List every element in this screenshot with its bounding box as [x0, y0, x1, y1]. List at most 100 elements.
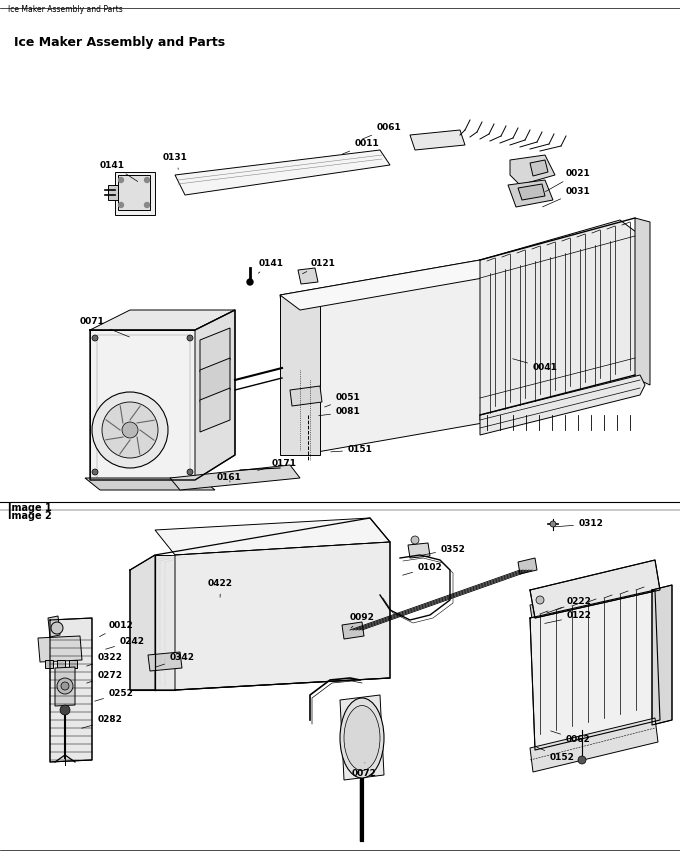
Circle shape — [118, 177, 124, 183]
Polygon shape — [518, 184, 545, 200]
Polygon shape — [175, 542, 390, 690]
Polygon shape — [342, 622, 364, 639]
Polygon shape — [280, 295, 320, 455]
Text: 0062: 0062 — [551, 731, 591, 745]
Polygon shape — [50, 618, 92, 762]
Circle shape — [51, 622, 63, 634]
Polygon shape — [90, 330, 195, 480]
Circle shape — [247, 279, 253, 285]
Circle shape — [550, 521, 556, 527]
Text: 0081: 0081 — [319, 407, 361, 417]
Polygon shape — [155, 518, 390, 555]
Text: 0041: 0041 — [513, 359, 558, 373]
Polygon shape — [408, 543, 430, 558]
Polygon shape — [410, 130, 465, 150]
Polygon shape — [55, 667, 75, 706]
Circle shape — [60, 705, 70, 715]
Circle shape — [102, 402, 158, 458]
Polygon shape — [530, 718, 658, 772]
Text: 0161: 0161 — [217, 474, 242, 482]
Text: 0422: 0422 — [208, 579, 233, 598]
Polygon shape — [148, 652, 182, 671]
Polygon shape — [130, 555, 155, 690]
Circle shape — [187, 469, 193, 475]
Circle shape — [578, 756, 586, 764]
Text: 0252: 0252 — [95, 689, 134, 701]
Text: Ice Maker Assembly and Parts: Ice Maker Assembly and Parts — [8, 5, 123, 14]
Polygon shape — [530, 590, 660, 750]
Polygon shape — [200, 388, 230, 432]
Polygon shape — [195, 310, 235, 480]
Text: 0051: 0051 — [324, 393, 361, 407]
Circle shape — [411, 536, 419, 544]
Polygon shape — [652, 585, 672, 725]
Circle shape — [61, 682, 69, 690]
Circle shape — [57, 678, 73, 694]
Text: 0151: 0151 — [330, 445, 373, 455]
Polygon shape — [530, 160, 548, 176]
Text: 0021: 0021 — [545, 169, 591, 192]
Text: 0322: 0322 — [86, 653, 123, 666]
Polygon shape — [69, 660, 77, 668]
Polygon shape — [518, 558, 537, 574]
Polygon shape — [290, 386, 322, 406]
Text: 0011: 0011 — [343, 139, 379, 154]
Circle shape — [92, 469, 98, 475]
Text: 0071: 0071 — [80, 318, 129, 337]
Polygon shape — [45, 660, 53, 668]
Polygon shape — [90, 310, 235, 330]
Polygon shape — [510, 155, 555, 185]
Polygon shape — [115, 172, 155, 215]
Text: 0141: 0141 — [258, 258, 284, 273]
Text: 0121: 0121 — [303, 258, 336, 274]
Text: 0171: 0171 — [258, 460, 297, 470]
Text: 0222: 0222 — [547, 597, 592, 613]
Ellipse shape — [344, 705, 380, 771]
Text: Image 1: Image 1 — [8, 503, 52, 513]
Text: 0352: 0352 — [421, 544, 466, 555]
Text: 0282: 0282 — [82, 715, 123, 728]
Circle shape — [144, 202, 150, 208]
Polygon shape — [118, 175, 150, 210]
Polygon shape — [48, 616, 60, 637]
Ellipse shape — [340, 698, 384, 778]
Polygon shape — [175, 150, 390, 195]
Polygon shape — [530, 560, 660, 618]
Polygon shape — [480, 375, 645, 435]
Text: Image 2: Image 2 — [8, 511, 52, 521]
Text: 0072: 0072 — [352, 763, 377, 777]
Polygon shape — [38, 636, 82, 662]
Text: 0242: 0242 — [105, 636, 145, 649]
Circle shape — [536, 596, 544, 604]
Text: 0092: 0092 — [350, 612, 375, 628]
Text: 0141: 0141 — [100, 160, 137, 182]
Text: 0312: 0312 — [555, 519, 604, 529]
Circle shape — [92, 335, 98, 341]
Circle shape — [144, 177, 150, 183]
Text: 0152: 0152 — [537, 747, 575, 763]
Polygon shape — [635, 218, 650, 385]
Polygon shape — [530, 602, 550, 619]
Text: 0342: 0342 — [156, 653, 195, 667]
Polygon shape — [200, 358, 230, 402]
Circle shape — [187, 335, 193, 341]
Polygon shape — [200, 328, 230, 372]
Circle shape — [118, 202, 124, 208]
Polygon shape — [340, 695, 384, 780]
Text: 0131: 0131 — [163, 153, 188, 170]
Polygon shape — [155, 555, 175, 690]
Text: 0061: 0061 — [362, 123, 402, 139]
Polygon shape — [280, 260, 500, 310]
Text: 0102: 0102 — [403, 562, 443, 575]
Circle shape — [122, 422, 138, 438]
Polygon shape — [85, 478, 215, 490]
Text: 0122: 0122 — [545, 611, 592, 623]
Text: 0031: 0031 — [543, 187, 591, 207]
Polygon shape — [57, 660, 65, 668]
Polygon shape — [170, 465, 300, 490]
Polygon shape — [508, 180, 553, 207]
Text: 0012: 0012 — [99, 621, 134, 636]
Polygon shape — [298, 268, 318, 284]
Text: Ice Maker Assembly and Parts: Ice Maker Assembly and Parts — [14, 36, 225, 49]
Circle shape — [92, 392, 168, 468]
